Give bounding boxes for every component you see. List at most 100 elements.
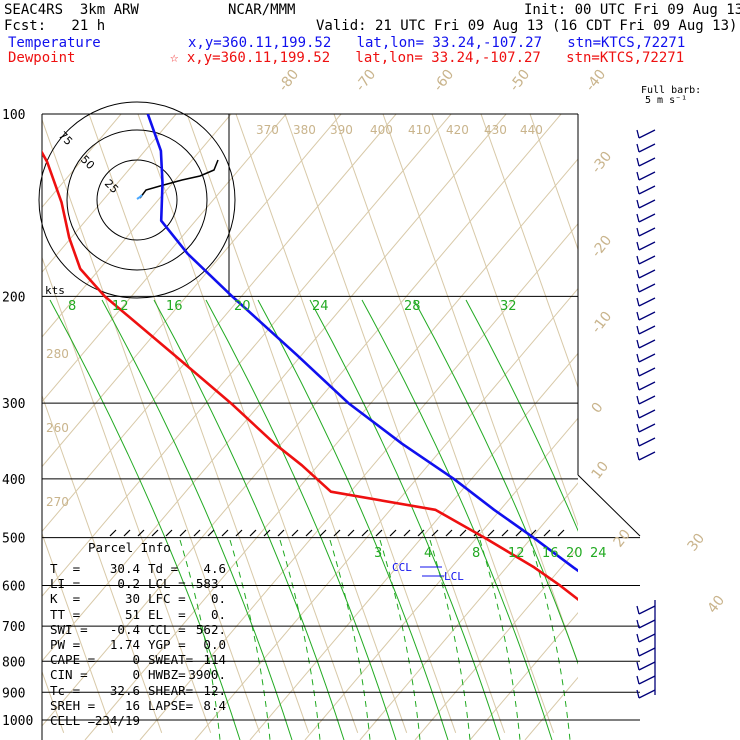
theta-label: 370 [256,123,279,137]
pressure-tick-label: 700 [2,620,25,635]
mixing-ratio-line [205,299,397,740]
parcel-field-value: 51 [124,606,140,622]
moist-adiabat-line [379,539,421,740]
wind-barb [638,143,656,153]
mixing-ratio-line [257,299,449,740]
terrain-hatch [235,529,243,537]
parcel-field-value: -0.4 [109,621,140,637]
isotherm-label: -40 [583,67,610,95]
mixing-ratio-label: 12 [112,299,129,314]
wind-barb-flag [636,297,640,307]
org-label: NCAR/MMM [228,2,296,18]
hodograph-ring-label: 75 [56,129,75,148]
moist-adiabat-line [229,539,271,740]
wind-barb [638,255,656,265]
mixing-ratio-line [49,299,241,740]
isotherm-line [42,256,212,734]
hodograph-trace [139,159,219,199]
wind-barb-flag [636,381,640,391]
mixing-ratio-line [413,299,578,665]
terrain-hatch [193,529,201,537]
parcel-field-label: PW = [50,637,81,652]
dry-adiabat-line [194,287,578,740]
terrain-hatch [319,529,327,537]
moist-adiabat-line [529,539,571,740]
terrain-hatch [403,529,411,537]
wind-barb [638,171,656,181]
parcel-field-label: HWBZ= [148,667,186,683]
lcl-annotation: LCL [444,570,464,583]
wind-barb-flag [636,199,640,209]
isotherm-line [137,114,359,734]
wind-barb-flag [636,185,640,195]
wind-barb-flag [636,605,640,615]
isotherm-line [529,114,578,251]
wind-barb-flag [636,409,640,419]
mixing-ratio-label: 16 [542,546,559,561]
mixing-ratio-line [309,299,501,740]
wind-barb-flag [636,437,640,447]
parcel-field-value: 0. [210,606,226,622]
pressure-tick-label: 200 [2,290,25,305]
wind-barb [638,157,656,167]
dewpoint-legend: Dewpoint [8,50,76,66]
parcel-field-value: 32.6 [109,682,140,698]
wind-barb-flag [636,451,640,461]
terrain-hatch [179,529,187,537]
isotherm-label: -80 [276,67,303,95]
mixing-ratio-label: 3 [374,546,382,561]
wind-barb-flag [636,661,640,671]
isotherm-label: -50 [507,67,534,95]
wind-barb [638,619,656,629]
dry-adiabat-line [414,547,578,740]
dry-adiabat-line [635,80,740,740]
moist-adiabat-line [179,539,221,740]
terrain-hatch [543,529,551,537]
moist-adiabat-line [279,539,321,740]
dry-adiabat-line [42,114,232,338]
terrain-hatch [263,529,271,537]
parcel-field-label: SREH = [50,697,96,713]
parcel-field-value: 0 [132,652,140,668]
terrain-hatch [165,529,173,537]
dewpoint-location: ☆ x,y=360.11,199.52 lat,lon= 33.24,-107.… [170,50,685,66]
mixing-ratio-label: 16 [166,299,183,314]
isotherm-line [42,532,114,734]
wind-barb [638,395,656,405]
pressure-tick-label: 600 [2,580,25,595]
wind-barb-flag [636,689,640,699]
parcel-field-label: LFC = [148,591,186,607]
isotherm-line [480,114,578,389]
isotherm-label: -60 [431,67,458,95]
terrain-hatch [445,529,453,537]
isotherm-line [284,114,506,734]
valid-time: Valid: 21 UTC Fri 09 Aug 13 (16 CDT Fri … [316,18,738,34]
wind-barb-flag [636,675,640,685]
terrain-hatch [305,529,313,537]
hodograph-units: kts [45,284,65,297]
wind-barb-flag [636,269,640,279]
wind-barb [638,423,656,433]
isotherm-label: -10 [589,309,616,337]
wind-barb [638,213,656,223]
isotherm-line [186,114,408,734]
terrain-hatch [557,529,565,537]
wind-barb-flag [636,171,640,181]
terrain-hatch [375,529,383,537]
hodograph-ring-label: 25 [102,177,121,196]
mixing-ratio-label: 12 [508,546,525,561]
isotherm-line [667,86,740,733]
parcel-field-value: 8.4 [203,697,226,713]
dry-adiabat-line [690,80,740,740]
isotherm-label: 10 [589,459,613,483]
pressure-tick-label: 100 [2,108,25,123]
mixing-ratio-label: 24 [312,299,329,314]
parcel-field-label: CCL = [148,621,186,637]
theta-label: 390 [330,123,353,137]
wind-barb-flag [636,353,640,363]
mixing-ratio-label: 8 [68,299,76,314]
wind-barb-flag [636,367,640,377]
mixing-ratio-label: 20 [566,546,583,561]
dry-adiabat-line [42,114,397,533]
